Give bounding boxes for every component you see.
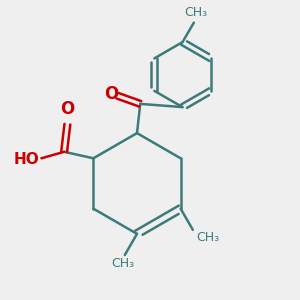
Text: O: O <box>104 85 119 103</box>
Text: O: O <box>60 100 74 118</box>
Text: HO: HO <box>14 152 40 167</box>
Text: CH₃: CH₃ <box>184 6 207 19</box>
Text: CH₃: CH₃ <box>112 256 135 270</box>
Text: CH₃: CH₃ <box>196 231 219 244</box>
